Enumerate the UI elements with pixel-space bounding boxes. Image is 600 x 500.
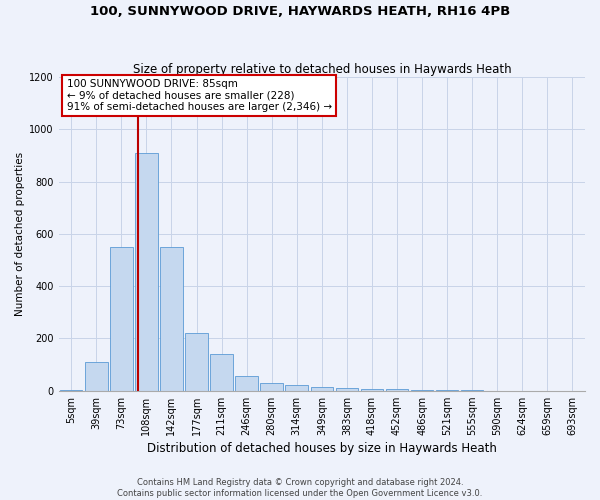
Bar bbox=[361, 388, 383, 390]
Bar bbox=[335, 388, 358, 390]
Bar bbox=[235, 376, 258, 390]
Bar bbox=[160, 247, 183, 390]
Bar bbox=[110, 247, 133, 390]
Text: 100, SUNNYWOOD DRIVE, HAYWARDS HEATH, RH16 4PB: 100, SUNNYWOOD DRIVE, HAYWARDS HEATH, RH… bbox=[90, 5, 510, 18]
Text: Contains HM Land Registry data © Crown copyright and database right 2024.
Contai: Contains HM Land Registry data © Crown c… bbox=[118, 478, 482, 498]
Bar bbox=[311, 387, 333, 390]
Y-axis label: Number of detached properties: Number of detached properties bbox=[15, 152, 25, 316]
Bar bbox=[286, 386, 308, 390]
Bar bbox=[185, 333, 208, 390]
Bar bbox=[260, 383, 283, 390]
X-axis label: Distribution of detached houses by size in Haywards Heath: Distribution of detached houses by size … bbox=[147, 442, 497, 455]
Text: 100 SUNNYWOOD DRIVE: 85sqm
← 9% of detached houses are smaller (228)
91% of semi: 100 SUNNYWOOD DRIVE: 85sqm ← 9% of detac… bbox=[67, 78, 332, 112]
Bar bbox=[210, 354, 233, 391]
Bar bbox=[85, 362, 107, 390]
Bar bbox=[135, 153, 158, 390]
Title: Size of property relative to detached houses in Haywards Heath: Size of property relative to detached ho… bbox=[133, 63, 511, 76]
